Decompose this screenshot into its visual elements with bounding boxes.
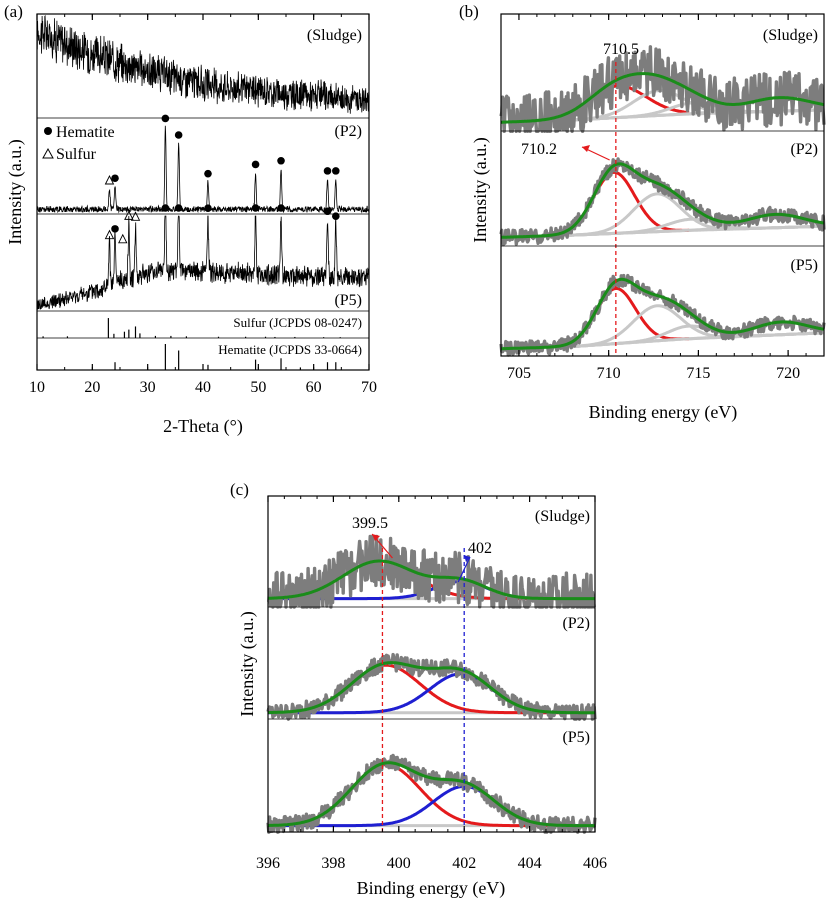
series-label-p5-c: (P5) [562,729,590,746]
x-axis-a-tick-label: 10 [29,379,45,396]
peak-annotation-402: 402 [468,540,492,557]
x-axis-a-tick-label: 20 [84,379,100,396]
annotation-arrowhead [464,555,470,562]
xrd-pattern-line [36,14,370,114]
x-axis-label-c: Binding energy (eV) [357,878,506,899]
panel-c: 396 398 400 402 404 406 (Sludge) (P2) (P5) 39… [237,495,607,899]
reference-label-sulfur: Sulfur (JCPDS 08-0247) [233,315,362,330]
hematite-peak-marker [332,212,340,220]
xps-n-x-axis-tick-label: 402 [452,855,476,872]
sulfur-legend-marker [42,147,54,159]
series-label-p2-a: (P2) [334,123,362,140]
xps-n-raw-spectrum-line [266,753,597,834]
series-label-p2-b: (P2) [790,141,818,158]
series-label-p2-c: (P2) [562,615,590,632]
xps-fe-x-axis-tick-label: 720 [776,365,800,382]
hematite-peak-marker [204,204,212,213]
y-axis-label-b: Intensity (a.u.) [470,137,491,242]
hematite-peak-marker [174,131,183,139]
xps-n-x-axis-tick-label: 404 [518,855,542,872]
xps-fe-raw-spectrum-line [499,157,826,247]
x-axis-a-tick-label: 40 [195,379,211,396]
peak-annotation-710-2: 710.2 [521,141,557,158]
y-axis-label-c: Intensity (a.u.) [237,611,258,716]
xps-n-x-axis-tick-label: 400 [387,855,411,872]
hematite-peak-marker [111,174,119,183]
hematite-peak-marker [277,204,285,212]
x-axis-a-tick-label: 50 [250,379,266,396]
xps-fe-envelope-fit-line [501,162,825,239]
sulfur-peak-marker [118,233,128,244]
hematite-peak-marker [251,160,260,169]
hematite-peak-marker [332,167,340,175]
xps-n-x-axis-tick-label: 396 [256,855,280,872]
xps-n-x-axis-tick-label: 406 [583,855,607,872]
panel-b: 705 710 715 720 (Sludge) (P2) (P5) 710.5 71… [470,13,826,423]
xps-fe-raw-spectrum-line [499,273,826,357]
hematite-peak-marker [204,169,212,178]
xps-n-envelope-fit-line [267,559,595,601]
sulfur-peak-marker [130,211,141,221]
peak-annotation-710-5: 710.5 [603,41,639,58]
series-label-p5-a: (P5) [334,292,362,309]
x-axis-a-tick-label: 60 [306,379,322,396]
hematite-peak-marker [323,167,332,175]
panel-a: 10 20 30 40 50 60 70 (Sludge) (P2) (P5) Hemati… [5,13,377,437]
hematite-legend-label: Hematite [56,124,115,141]
xps-fe-raw-spectrum-line [499,45,826,133]
sulfur-peak-marker [104,229,115,240]
series-label-sludge-a: (Sludge) [307,27,362,44]
annotation-arrowhead [372,534,380,541]
y-axis-label-a: Intensity (a.u.) [5,139,26,244]
x-axis-a-tick-label: 70 [361,379,377,396]
reference-label-hematite: Hematite (JCPDS 33-0664) [218,342,362,357]
hematite-legend-marker [44,127,52,135]
x-axis-a-tick-label: 30 [140,379,156,396]
hematite-peak-marker [277,156,285,165]
panel-label-b: (b) [459,2,479,21]
xps-n-envelope-fit-line [268,661,595,715]
xps-n-x-axis-tick-label: 398 [321,855,345,872]
xrd-pattern-line [36,125,370,214]
xps-fe-envelope-fit-line [501,72,825,124]
xps-fe-x-axis-tick-label: 715 [686,365,710,382]
xps-n-envelope-fit-line [268,761,595,828]
hematite-peak-marker [251,204,260,212]
sulfur-peak-marker [104,174,115,185]
xps-fe-x-axis-tick-label: 710 [597,365,621,382]
xps-n-raw-spectrum-line [267,534,596,609]
series-label-sludge-b: (Sludge) [763,27,818,44]
hematite-peak-marker [111,225,119,233]
annotation-arrowhead [582,145,590,152]
hematite-peak-marker [323,207,332,216]
hematite-peak-marker [161,204,170,212]
xps-fe-envelope-fit-line [501,277,825,351]
series-label-sludge-c: (Sludge) [535,508,590,525]
xrd-pattern-line [36,215,370,311]
sulfur-legend-label: Sulfur [56,146,97,163]
panel-label-a: (a) [4,2,23,21]
series-label-p5-b: (P5) [790,257,818,274]
peak-annotation-399-5: 399.5 [352,515,388,532]
hematite-peak-marker [174,204,183,212]
x-axis-label-a: 2-Theta (°) [163,416,243,437]
sulfur-peak-marker [124,210,134,220]
hematite-peak-marker [161,114,170,123]
x-axis-label-b: Binding energy (eV) [589,402,738,423]
xps-fe-x-axis-tick-label: 705 [507,365,531,382]
annotation-arrow [457,556,471,583]
panel-label-c: (c) [230,480,249,499]
